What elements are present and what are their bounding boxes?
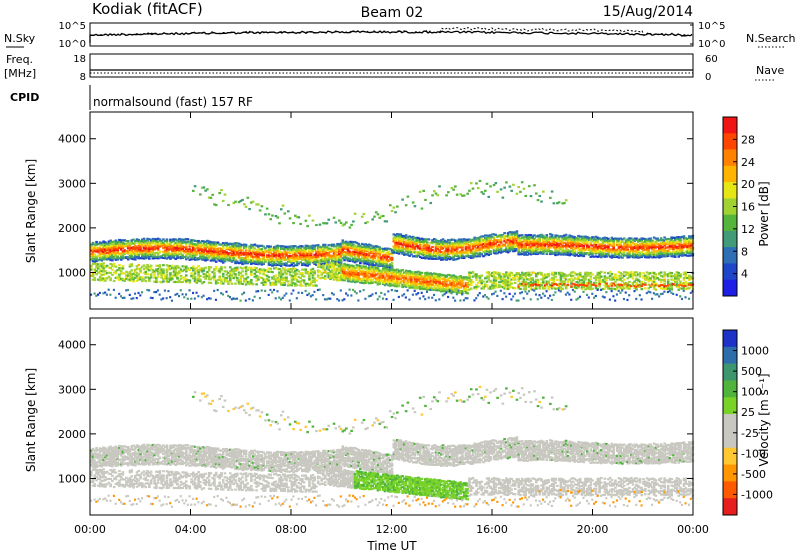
y-tick-label: 3000	[58, 383, 86, 396]
nsky-right-tick-high: 10^5	[698, 21, 725, 32]
colorbar-tick-label: 20	[741, 178, 755, 191]
power-colorbar-label: Power [dB]	[757, 181, 771, 246]
nsearch-label: N.Search	[746, 32, 796, 45]
x-axis-label: Time UT	[366, 539, 417, 553]
colorbar-segment	[723, 198, 737, 215]
colorbar-tick-label: 28	[741, 133, 755, 146]
velocity-scatter-layer	[90, 385, 695, 508]
x-tick-label: 16:00	[476, 523, 508, 536]
velocity-colorbar: 1000 500 100 25 -25 -100 -500 -1000	[722, 329, 773, 516]
velocity-panel: 1000 2000 3000 4000 00:00 04:00 08:00 12:00 16:…	[24, 317, 773, 553]
colorbar-segment	[723, 133, 737, 150]
colorbar-segment	[723, 498, 737, 516]
cpid-label: CPID	[10, 91, 39, 104]
power-y-axis-label: Slant Range [km]	[24, 159, 38, 263]
colorbar-segment	[723, 397, 737, 415]
power-x-ticks	[89, 112, 694, 309]
colorbar-segment	[723, 430, 737, 449]
y-tick-label: 1000	[58, 472, 86, 485]
nsky-panel: N.Sky 10^5 10^0 10^5 10^0 N.Search	[4, 21, 796, 50]
nsearch-line	[89, 26, 693, 44]
colorbar-tick-label: -500	[741, 468, 766, 481]
power-panel: 1000 2000 3000 4000 Slant Range [km] 4 8 12 16…	[24, 111, 771, 310]
x-tick-label: 20:00	[577, 523, 609, 536]
x-tick-label: 12:00	[376, 523, 408, 536]
colorbar-segment	[723, 346, 737, 364]
freq-panel: Freq. [MHz] 18 8 60 0 Nave	[4, 53, 784, 83]
colorbar-segment	[723, 117, 737, 134]
cpid-panel: CPID normalsound (fast) 157 RF	[10, 85, 253, 110]
freq-left-tick-high: 18	[73, 54, 86, 65]
nsky-label: N.Sky	[4, 32, 36, 45]
colorbar-segment	[723, 481, 737, 499]
y-tick-label: 2000	[58, 428, 86, 441]
power-scatter-layer	[90, 179, 695, 302]
y-tick-label: 4000	[58, 339, 86, 352]
nsky-trace	[89, 26, 693, 44]
y-tick-label: 2000	[58, 222, 86, 235]
colorbar-segment	[723, 165, 737, 183]
nsky-right-tick-low: 10^0	[698, 39, 725, 50]
y-tick-label: 4000	[58, 133, 86, 146]
colorbar-segment	[723, 182, 737, 199]
colorbar-segment	[723, 247, 737, 264]
colorbar-segment	[723, 149, 737, 167]
freq-trace	[90, 69, 693, 74]
colorbar-segment	[723, 447, 737, 465]
colorbar-segment	[723, 330, 737, 348]
velocity-colorbar-label: Velocity [m s⁻¹]	[757, 373, 771, 466]
station-title: Kodiak (fitACF)	[92, 0, 203, 18]
colorbar-segment	[723, 263, 737, 281]
colorbar-segment	[723, 414, 737, 432]
colorbar-segment	[723, 464, 737, 482]
colorbar-tick-label: 500	[741, 365, 762, 378]
colorbar-segment	[723, 214, 737, 232]
beam-title: Beam 02	[361, 5, 424, 21]
colorbar-tick-label: 24	[741, 156, 755, 169]
colorbar-segment	[723, 230, 737, 248]
colorbar-tick-label: 25	[741, 406, 755, 419]
freq-right-tick-low: 0	[705, 72, 711, 83]
colorbar-tick-label: -100	[741, 447, 766, 460]
nsky-left-tick-high: 10^5	[59, 21, 86, 32]
colorbar-tick-label: -25	[741, 427, 759, 440]
nsky-line	[89, 30, 693, 43]
y-tick-label: 1000	[58, 266, 86, 279]
colorbar-tick-label: -1000	[741, 488, 773, 501]
velocity-y-ticks: 1000 2000 3000 4000	[58, 339, 693, 485]
freq-label: Freq.	[6, 53, 33, 66]
freq-unit-label: [MHz]	[4, 67, 36, 80]
colorbar-tick-label: 16	[741, 201, 755, 214]
x-tick-label: 08:00	[275, 523, 307, 536]
colorbar-tick-label: 8	[741, 245, 748, 258]
x-tick-label: 04:00	[175, 523, 207, 536]
velocity-y-axis-label: Slant Range [km]	[24, 368, 38, 472]
power-colorbar: 4 8 12 16 20 24 28	[722, 116, 755, 297]
nave-label: Nave	[756, 64, 784, 77]
x-tick-label: 00:00	[677, 523, 709, 536]
colorbar-segment	[723, 380, 737, 398]
freq-left-tick-low: 8	[80, 72, 86, 83]
y-tick-label: 3000	[58, 177, 86, 190]
colorbar-tick-label: 100	[741, 386, 762, 399]
cpid-text: normalsound (fast) 157 RF	[93, 95, 253, 109]
x-tick-label: 00:00	[74, 523, 106, 536]
power-y-ticks: 1000 2000 3000 4000	[58, 133, 693, 279]
colorbar-tick-label: 1000	[741, 345, 769, 358]
nsky-left-tick-low: 10^0	[59, 39, 86, 50]
colorbar-tick-label: 4	[741, 268, 748, 281]
velocity-x-ticks: 00:00 04:00 08:00 12:00 16:00 20:00 00:00	[74, 318, 709, 536]
colorbar-segment	[723, 279, 737, 297]
colorbar-segment	[723, 363, 737, 381]
colorbar-tick-label: 12	[741, 223, 755, 236]
freq-right-tick-high: 60	[705, 54, 718, 65]
date-title: 15/Aug/2014	[603, 4, 693, 20]
